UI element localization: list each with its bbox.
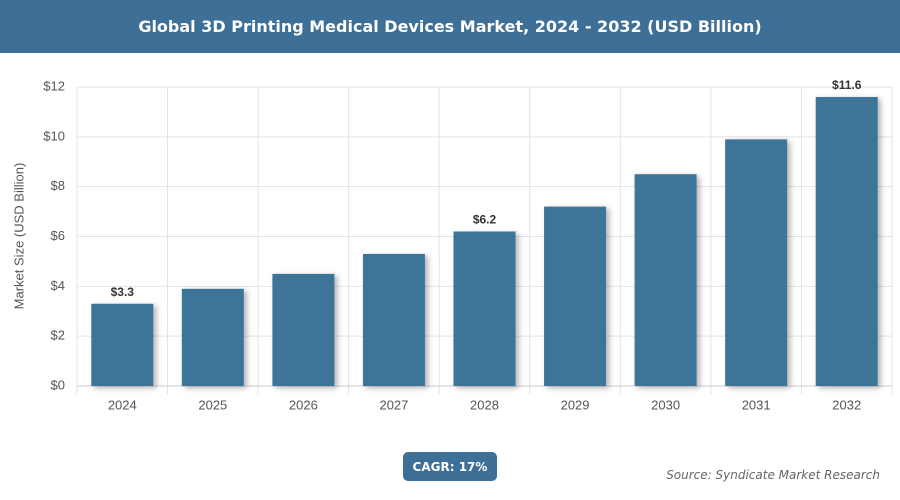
y-tick-label: $4: [51, 278, 65, 293]
data-label: $6.2: [473, 213, 497, 227]
x-tick-label: 2030: [651, 397, 680, 412]
x-tick-label: 2025: [198, 397, 227, 412]
x-tick-label: 2031: [742, 397, 771, 412]
bar: [725, 139, 788, 386]
bar: [544, 206, 607, 386]
data-label: $3.3: [111, 285, 135, 299]
bar: [815, 96, 878, 386]
y-axis-title: Market Size (USD Billion): [11, 163, 26, 310]
y-tick-label: $10: [43, 128, 65, 143]
x-tick-label: 2028: [470, 397, 499, 412]
x-tick-label: 2024: [108, 397, 137, 412]
bar: [634, 174, 697, 386]
chart-title: Global 3D Printing Medical Devices Marke…: [0, 0, 900, 53]
y-tick-label: $8: [51, 178, 65, 193]
data-label: $11.6: [832, 78, 862, 92]
y-tick-label: $0: [51, 377, 65, 392]
cagr-badge: CAGR: 17%: [403, 452, 497, 481]
x-tick-label: 2027: [379, 397, 408, 412]
bar: [181, 288, 244, 386]
x-tick-label: 2032: [832, 397, 861, 412]
bar: [453, 231, 516, 386]
y-tick-label: $2: [51, 328, 65, 343]
bar: [91, 303, 154, 386]
source: Source: Syndicate Market Research: [666, 468, 880, 482]
x-tick-label: 2026: [289, 397, 318, 412]
bar: [272, 273, 335, 386]
x-tick-label: 2029: [561, 397, 590, 412]
bar: [362, 253, 425, 386]
y-tick-label: $12: [43, 78, 65, 93]
y-tick-label: $6: [51, 228, 65, 243]
